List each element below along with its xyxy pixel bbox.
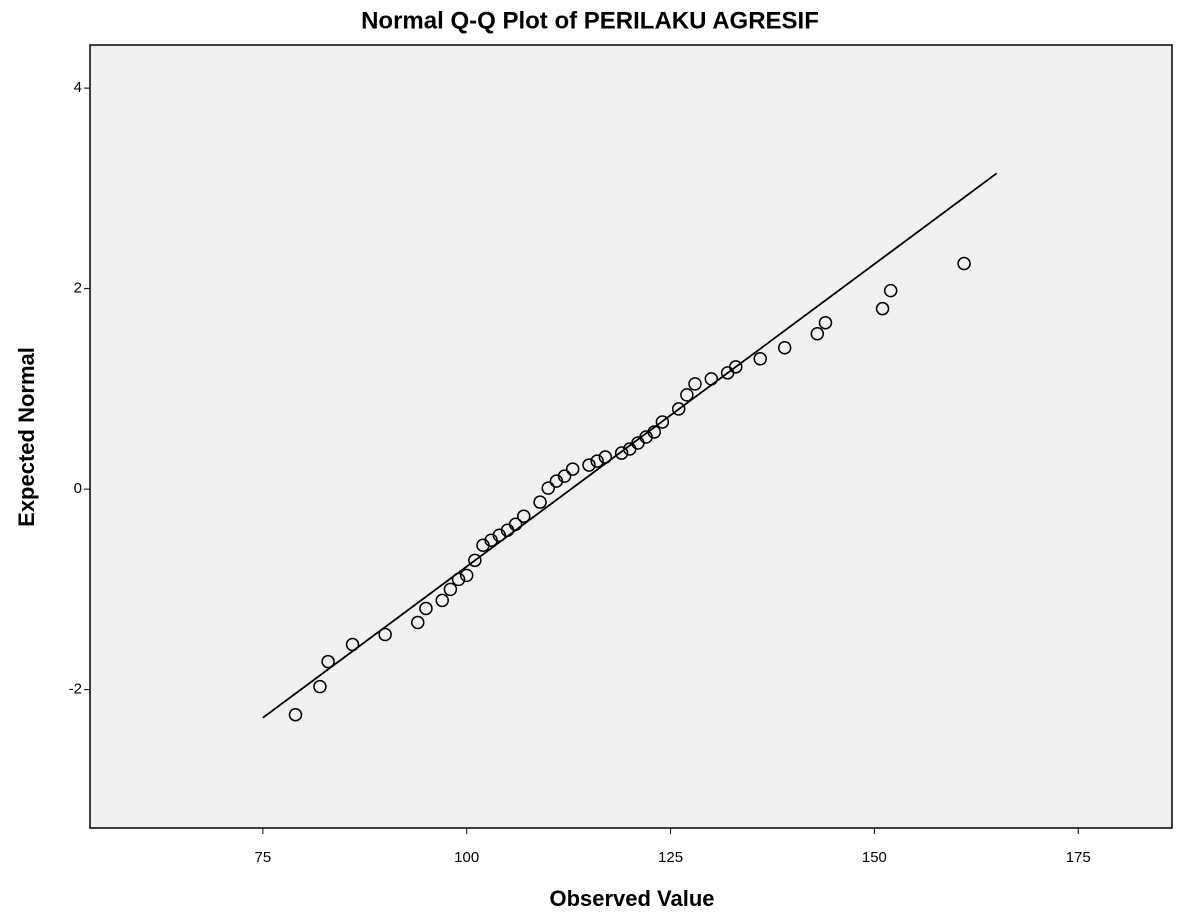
x-tick-label: 175 bbox=[1066, 849, 1091, 866]
plot-area bbox=[89, 44, 1173, 829]
point bbox=[688, 377, 702, 391]
chart-title: Normal Q-Q Plot of PERILAKU AGRESIF bbox=[361, 7, 819, 34]
point bbox=[378, 627, 392, 642]
x-tick-label: 125 bbox=[658, 849, 683, 866]
point bbox=[419, 601, 433, 616]
point bbox=[729, 360, 743, 374]
x-tick-label: 100 bbox=[454, 849, 479, 866]
point bbox=[411, 615, 425, 630]
point bbox=[435, 593, 449, 608]
y-tick-label: -2 bbox=[69, 681, 82, 698]
point bbox=[883, 283, 898, 298]
reference-line bbox=[262, 172, 998, 719]
point bbox=[598, 450, 613, 464]
point bbox=[671, 402, 686, 416]
point bbox=[704, 372, 719, 386]
point bbox=[541, 481, 555, 495]
y-tick-label: 0 bbox=[74, 480, 82, 497]
point bbox=[647, 425, 661, 439]
point bbox=[810, 326, 825, 341]
point bbox=[818, 315, 833, 330]
point bbox=[590, 454, 604, 468]
point bbox=[680, 388, 694, 402]
point bbox=[753, 352, 767, 366]
point bbox=[957, 256, 971, 271]
point bbox=[508, 517, 523, 531]
point bbox=[321, 654, 335, 669]
point bbox=[655, 415, 670, 429]
y-tick-label: 2 bbox=[74, 280, 82, 297]
point bbox=[459, 568, 474, 583]
point bbox=[582, 458, 596, 472]
point bbox=[313, 679, 327, 694]
point bbox=[443, 582, 458, 597]
y-axis-title: Expected Normal bbox=[14, 347, 39, 527]
y-tick-label: 4 bbox=[74, 79, 82, 96]
point bbox=[288, 707, 303, 722]
x-axis-title: Observed Value bbox=[549, 886, 714, 911]
point bbox=[875, 301, 890, 316]
point bbox=[517, 509, 531, 523]
point bbox=[565, 462, 580, 476]
x-tick-label: 150 bbox=[862, 849, 887, 866]
point bbox=[533, 495, 547, 509]
x-tick-label: 75 bbox=[255, 849, 272, 866]
point bbox=[614, 446, 629, 460]
point bbox=[345, 637, 360, 652]
point bbox=[451, 572, 466, 587]
point bbox=[468, 553, 482, 568]
point bbox=[777, 341, 792, 355]
point bbox=[557, 469, 572, 483]
